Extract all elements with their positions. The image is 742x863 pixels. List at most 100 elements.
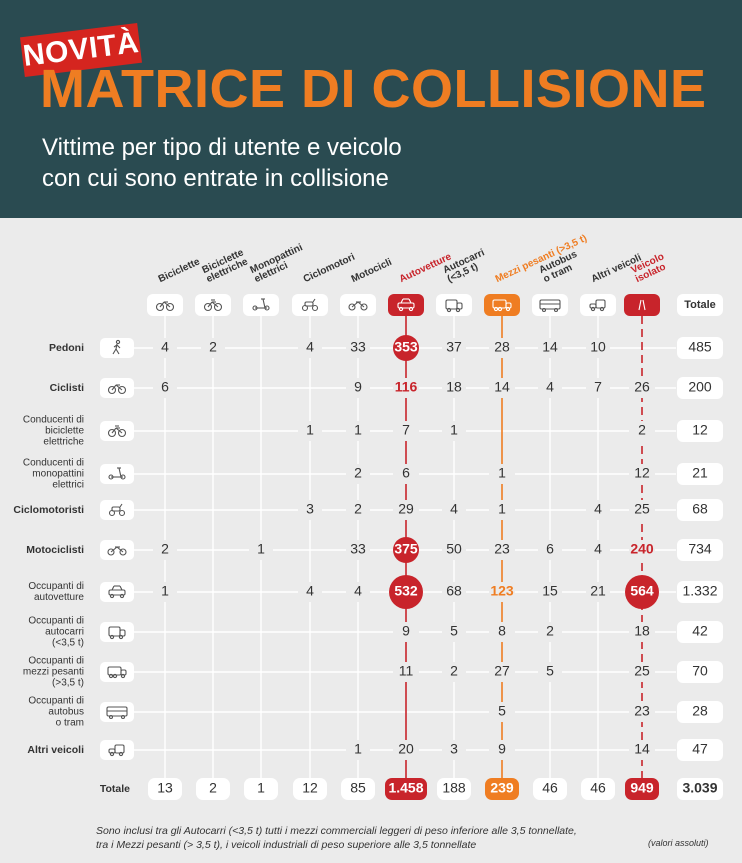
value-bg xyxy=(346,378,370,398)
other-vehicle-icon xyxy=(108,744,125,757)
cell-value: 2 xyxy=(450,663,458,679)
value-bg xyxy=(346,500,370,520)
column-icon-box xyxy=(532,294,568,316)
icon-part xyxy=(398,306,404,312)
value-bg xyxy=(586,582,610,602)
column-total-value: 188 xyxy=(442,780,466,796)
total-box xyxy=(677,377,723,399)
row-total-value: 68 xyxy=(692,501,708,517)
column-total-box xyxy=(581,778,615,800)
icon-part xyxy=(110,546,118,553)
value-bg xyxy=(346,582,370,602)
row-label: autovetture xyxy=(34,592,84,603)
total-box xyxy=(677,463,723,485)
value-bg xyxy=(489,464,515,484)
row-label: Occupanti di xyxy=(28,656,84,667)
van-icon xyxy=(108,626,126,640)
icon-part xyxy=(163,301,171,308)
value-bg xyxy=(346,421,370,441)
value-bg xyxy=(393,421,419,441)
icon-part xyxy=(211,301,219,308)
van-icon xyxy=(445,299,463,313)
icon-part xyxy=(111,384,117,391)
value-bg xyxy=(201,338,225,358)
value-bg xyxy=(249,540,273,560)
icon-part xyxy=(155,302,165,312)
cell-value: 7 xyxy=(402,422,410,438)
icon-part xyxy=(118,751,124,757)
value-bg xyxy=(538,662,562,682)
icon-part xyxy=(109,593,115,599)
cell-value: 1 xyxy=(354,741,362,757)
cell-value: 4 xyxy=(450,501,458,517)
value-bg xyxy=(346,338,370,358)
icon-part xyxy=(589,303,597,309)
cell-value: 1 xyxy=(161,583,169,599)
icon-part xyxy=(165,302,175,312)
cell-value: 532 xyxy=(394,583,418,599)
pedestrian-icon xyxy=(112,339,121,355)
column-total-box xyxy=(293,778,327,800)
scooter-icon xyxy=(252,298,270,311)
column-total-value: 12 xyxy=(302,780,318,796)
column-icon-box xyxy=(624,294,660,316)
value-bg xyxy=(442,540,466,560)
value-bg xyxy=(346,540,370,560)
total-header-label: Totale xyxy=(684,299,716,311)
icon-part xyxy=(408,298,412,304)
value-bg xyxy=(393,740,419,760)
icon-part xyxy=(115,427,123,434)
row-label: Ciclomotoristi xyxy=(13,504,84,516)
cell-value: 2 xyxy=(354,465,362,481)
icon-part xyxy=(397,302,415,309)
cell-value: 5 xyxy=(546,663,554,679)
icon-part xyxy=(408,306,414,312)
row-label: Conducenti di xyxy=(23,458,84,469)
row-label: monopattini xyxy=(32,469,84,480)
footnote: Sono inclusi tra gli Autocarri (<3,5 t) … xyxy=(96,824,616,852)
value-bg xyxy=(586,378,610,398)
icon-part xyxy=(107,548,115,556)
value-bg xyxy=(442,500,466,520)
column-total-value: 1 xyxy=(257,780,265,796)
truck-icon xyxy=(492,299,512,312)
value-bg xyxy=(153,378,177,398)
icon-part xyxy=(213,302,223,312)
value-bg xyxy=(442,338,466,358)
value-bg xyxy=(489,500,515,520)
icon-part xyxy=(115,384,123,391)
value-bg xyxy=(629,378,655,398)
cell-value: 14 xyxy=(494,379,510,395)
value-bg xyxy=(629,464,655,484)
value-bg xyxy=(489,740,515,760)
cell-value: 564 xyxy=(630,583,654,599)
row-total-value: 70 xyxy=(692,663,708,679)
row-icon-box xyxy=(100,582,134,602)
icon-part xyxy=(112,348,117,355)
column-icon-box xyxy=(580,294,616,316)
row-total-value: 1.332 xyxy=(682,583,717,599)
cell-value: 4 xyxy=(546,379,554,395)
cell-value: 4 xyxy=(354,583,362,599)
cell-value: 11 xyxy=(399,663,414,679)
total-box xyxy=(677,337,723,359)
cell-value: 6 xyxy=(402,465,410,481)
icon-part xyxy=(348,303,356,311)
icon-part xyxy=(351,301,359,308)
icon-part xyxy=(357,301,365,308)
icon-part xyxy=(120,673,126,679)
column-icon-box xyxy=(340,294,376,316)
row-icon-box xyxy=(100,464,134,484)
column-header: Biciclette xyxy=(157,256,202,285)
icon-part xyxy=(311,304,319,312)
column-total-value: 85 xyxy=(350,780,366,796)
row-total-value: 42 xyxy=(692,623,708,639)
value-bg xyxy=(538,582,562,602)
icon-part xyxy=(159,301,165,308)
column-total-value: 239 xyxy=(490,780,514,796)
cell-value: 18 xyxy=(634,623,650,639)
icon-part xyxy=(111,427,117,434)
row-total-value: 21 xyxy=(692,465,708,481)
icon-part xyxy=(108,748,116,754)
